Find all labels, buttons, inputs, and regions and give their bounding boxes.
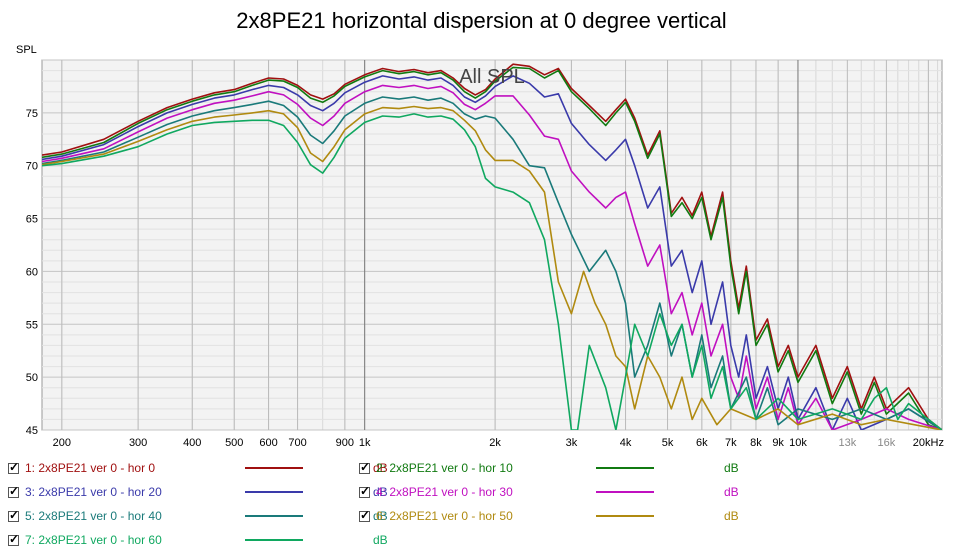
legend-series-name: 1: 2x8PE21 ver 0 - hor 0 bbox=[25, 461, 156, 475]
legend-checkbox[interactable] bbox=[8, 532, 19, 546]
y-tick-label: 45 bbox=[26, 425, 38, 437]
x-tick-label: 700 bbox=[288, 437, 306, 449]
series-line-1 bbox=[42, 63, 942, 430]
x-tick-label: 3k bbox=[566, 437, 578, 449]
legend-unit: dB bbox=[724, 461, 739, 475]
y-tick-label: 50 bbox=[26, 372, 38, 384]
x-tick-label: 300 bbox=[129, 437, 147, 449]
x-tick-label: 13k bbox=[838, 437, 856, 449]
legend-series-name: 3: 2x8PE21 ver 0 - hor 20 bbox=[25, 485, 162, 499]
series-line-2 bbox=[42, 66, 942, 430]
x-tick-label: 9k bbox=[772, 437, 784, 449]
legend-checkbox[interactable] bbox=[8, 484, 19, 498]
legend-unit: dB bbox=[373, 485, 388, 499]
legend-series-name: 2: 2x8PE21 ver 0 - hor 10 bbox=[376, 461, 513, 475]
series-line-7 bbox=[42, 113, 942, 430]
legend-swatch bbox=[245, 467, 303, 469]
legend-unit: dB bbox=[724, 509, 739, 523]
x-tick-label: 1k bbox=[359, 437, 371, 449]
legend-item-1[interactable]: 1: 2x8PE21 ver 0 - hor 0 dB bbox=[8, 459, 393, 477]
legend-swatch bbox=[245, 539, 303, 541]
x-tick-label: 20kHz bbox=[913, 437, 944, 449]
legend-item-7[interactable]: 7: 2x8PE21 ver 0 - hor 60 dB bbox=[8, 531, 393, 549]
watermark-label: All SPL bbox=[459, 66, 525, 88]
series-line-6 bbox=[42, 105, 942, 430]
series-group bbox=[42, 63, 942, 430]
legend-unit: dB bbox=[373, 461, 388, 475]
x-tick-label: 5k bbox=[662, 437, 674, 449]
legend-item-3[interactable]: 3: 2x8PE21 ver 0 - hor 20 dB bbox=[8, 483, 393, 501]
series-line-3 bbox=[42, 75, 942, 430]
x-tick-label: 500 bbox=[225, 437, 243, 449]
legend-checkbox[interactable] bbox=[8, 460, 19, 474]
legend-series-name: 7: 2x8PE21 ver 0 - hor 60 bbox=[25, 533, 162, 547]
legend-unit: dB bbox=[724, 485, 739, 499]
x-tick-label: 400 bbox=[183, 437, 201, 449]
series-line-5 bbox=[42, 96, 942, 430]
x-tick-label: 6k bbox=[696, 437, 708, 449]
legend-checkbox[interactable] bbox=[8, 508, 19, 522]
y-tick-label: 75 bbox=[26, 108, 38, 120]
legend-series-name: 4: 2x8PE21 ver 0 - hor 30 bbox=[376, 485, 513, 499]
x-tick-label: 8k bbox=[750, 437, 762, 449]
chart-title: 2x8PE21 horizontal dispersion at 0 degre… bbox=[236, 8, 727, 33]
legend-unit: dB bbox=[373, 533, 388, 547]
x-tick-label: 10k bbox=[789, 437, 807, 449]
x-tick-label: 600 bbox=[259, 437, 277, 449]
x-ticks: 200 300 400 500 600 700 900 1k 2k 3k 4k 5k 6k 7k 8k 9k 1… bbox=[53, 437, 944, 449]
y-ticks: 45 50 55 60 65 70 75 bbox=[26, 108, 38, 437]
x-tick-label: 200 bbox=[53, 437, 71, 449]
legend-swatch bbox=[245, 491, 303, 493]
y-tick-label: 55 bbox=[26, 319, 38, 331]
x-tick-label: 7k bbox=[725, 437, 737, 449]
legend-swatch bbox=[596, 467, 654, 469]
legend-checkbox[interactable] bbox=[359, 508, 370, 522]
x-tick-label: 4k bbox=[620, 437, 632, 449]
legend-series-name: 5: 2x8PE21 ver 0 - hor 40 bbox=[25, 509, 162, 523]
legend-swatch bbox=[596, 515, 654, 517]
legend-swatch bbox=[245, 515, 303, 517]
x-tick-label: 2k bbox=[489, 437, 501, 449]
x-tick-label: 900 bbox=[336, 437, 354, 449]
legend-series-name: 6: 2x8PE21 ver 0 - hor 50 bbox=[376, 509, 513, 523]
legend-unit: dB bbox=[373, 509, 388, 523]
y-tick-label: 65 bbox=[26, 214, 38, 226]
legend-item-5[interactable]: 5: 2x8PE21 ver 0 - hor 40 dB bbox=[8, 507, 393, 525]
legend-swatch bbox=[596, 491, 654, 493]
y-axis-label: SPL bbox=[16, 44, 37, 56]
y-tick-label: 60 bbox=[26, 266, 38, 278]
series-line-4 bbox=[42, 84, 942, 430]
legend-checkbox[interactable] bbox=[359, 460, 370, 474]
legend-checkbox[interactable] bbox=[359, 484, 370, 498]
x-tick-label: 16k bbox=[878, 437, 896, 449]
y-tick-label: 70 bbox=[26, 161, 38, 173]
